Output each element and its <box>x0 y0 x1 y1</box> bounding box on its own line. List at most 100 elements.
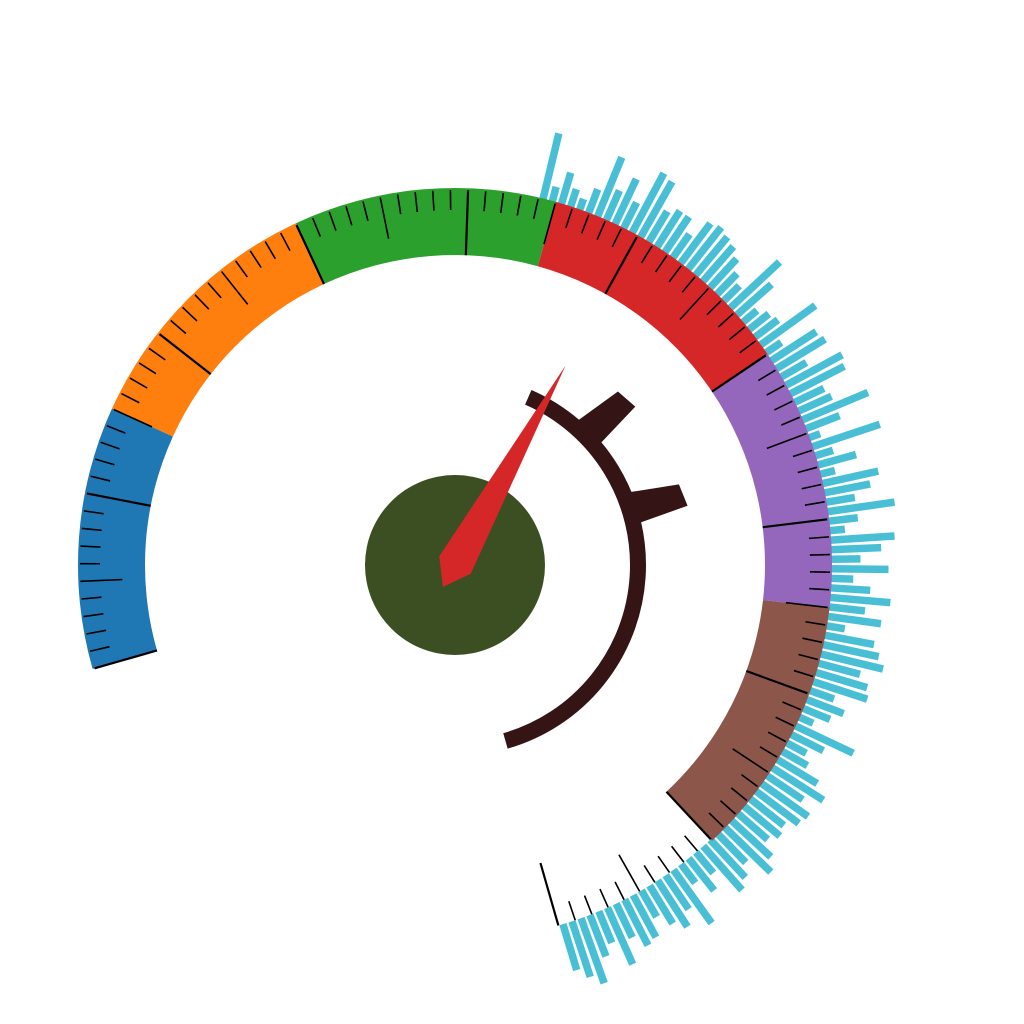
mid-tick <box>766 432 807 450</box>
outer-bar <box>652 208 684 251</box>
outer-bar <box>568 920 594 979</box>
minor-tick <box>798 653 819 661</box>
major-tick <box>464 190 470 256</box>
minor-tick <box>565 208 573 229</box>
mid-tick <box>379 197 390 239</box>
minor-tick <box>668 265 682 283</box>
outer-bar <box>693 849 717 876</box>
outer-bar <box>678 861 699 886</box>
outer-bar <box>829 584 871 595</box>
outer-bar <box>752 787 801 827</box>
outer-bar <box>810 677 869 703</box>
outer-bar <box>668 232 693 262</box>
outer-bar <box>586 913 610 958</box>
outer-bar <box>644 209 671 246</box>
minor-tick <box>681 276 696 293</box>
outer-bar <box>829 574 854 583</box>
outer-bar <box>676 221 714 267</box>
minor-tick <box>596 221 606 241</box>
minor-tick <box>106 424 126 434</box>
minor-tick <box>670 845 685 863</box>
minor-tick <box>138 362 157 375</box>
minor-tick <box>90 475 111 482</box>
minor-tick <box>431 190 435 211</box>
minor-tick <box>797 466 818 474</box>
outer-bar <box>806 430 822 442</box>
minor-tick <box>81 527 102 532</box>
inner-arc-marker-2 <box>627 484 688 524</box>
outer-bar <box>803 695 845 718</box>
outer-bar <box>628 171 668 236</box>
outer-bar <box>796 713 815 727</box>
outer-bar <box>828 593 891 607</box>
outer-bar <box>575 197 588 213</box>
outer-bar <box>825 498 896 516</box>
mid-tick <box>80 578 123 583</box>
minor-tick <box>808 536 830 540</box>
outer-bar <box>824 493 856 507</box>
outer-bar <box>733 281 774 319</box>
outer-bar <box>828 532 895 545</box>
minor-tick <box>728 326 746 341</box>
minor-tick <box>234 260 248 278</box>
outer-bar <box>779 747 810 769</box>
minor-tick <box>684 835 699 852</box>
minor-tick <box>80 545 101 548</box>
outer-bar <box>745 310 772 334</box>
outer-bar <box>660 214 692 256</box>
mid-tick <box>618 854 641 892</box>
inner-arc-marker-1 <box>575 391 636 446</box>
minor-tick <box>599 888 609 908</box>
outer-bar <box>820 640 880 661</box>
mid-tick <box>679 287 709 321</box>
minor-tick <box>717 312 734 328</box>
minor-tick <box>766 384 785 396</box>
outer-bar <box>611 177 640 228</box>
outer-bar <box>763 771 805 803</box>
minor-tick <box>719 800 736 815</box>
minor-tick <box>83 613 104 618</box>
outer-bar <box>670 867 715 926</box>
outer-bar <box>629 893 660 940</box>
minor-tick <box>396 194 402 215</box>
minor-tick <box>249 250 262 269</box>
outer-bar <box>612 901 636 940</box>
major-tick <box>711 354 767 393</box>
minor-tick <box>793 669 814 678</box>
outer-bar <box>706 256 740 292</box>
outer-bar <box>684 224 725 273</box>
minor-tick <box>706 300 722 316</box>
minor-tick <box>129 377 148 389</box>
outer-bar <box>548 185 560 204</box>
outer-bar <box>685 856 718 893</box>
outer-bar <box>740 802 783 839</box>
minor-tick <box>81 596 102 600</box>
outer-bar <box>803 412 841 433</box>
outer-bar <box>791 384 826 407</box>
major-tick <box>665 790 712 841</box>
minor-tick <box>643 864 656 883</box>
outer-bar <box>792 721 855 757</box>
minor-tick <box>100 441 120 450</box>
minor-tick <box>194 294 210 310</box>
outer-bar <box>822 480 871 497</box>
minor-tick <box>730 787 748 802</box>
outer-bar <box>577 916 608 985</box>
outer-bar <box>566 187 580 210</box>
mid-tick <box>220 271 249 305</box>
minor-tick <box>775 716 795 727</box>
outer-bar <box>767 328 819 365</box>
minor-tick <box>89 645 110 653</box>
outer-bar <box>727 816 774 860</box>
minor-tick <box>740 774 759 788</box>
outer-bar <box>713 270 740 299</box>
minor-tick <box>311 217 322 237</box>
outer-bar <box>746 794 787 829</box>
outer-bar <box>559 923 581 972</box>
outer-bar <box>820 467 880 488</box>
outer-bar <box>812 446 835 460</box>
major-tick <box>762 518 828 529</box>
minor-tick <box>767 731 787 743</box>
